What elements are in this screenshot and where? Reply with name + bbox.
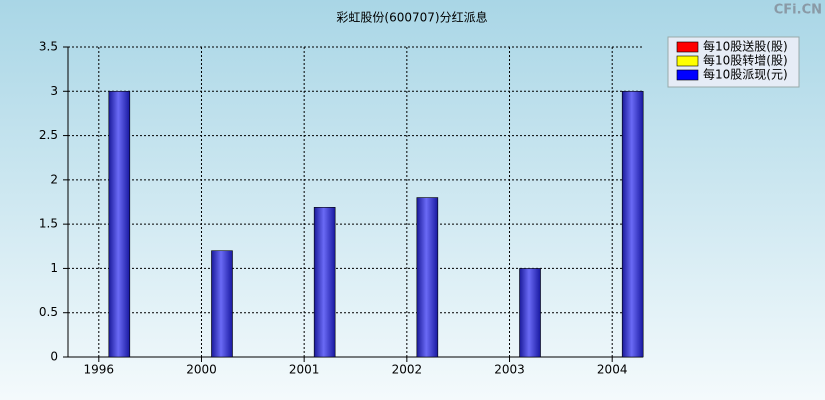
x-tick-label: 2001 bbox=[289, 363, 320, 377]
legend-label: 每10股转增(股) bbox=[703, 53, 788, 68]
y-tick-label: 0.5 bbox=[39, 305, 58, 319]
legend-label: 每10股送股(股) bbox=[703, 39, 788, 54]
chart-title: 彩虹股份(600707)分红派息 bbox=[336, 10, 487, 25]
x-tick-label: 2002 bbox=[392, 363, 423, 377]
bar bbox=[519, 268, 541, 358]
legend-swatch bbox=[676, 41, 699, 53]
x-tick-label: 2000 bbox=[186, 363, 217, 377]
y-tick-label: 3.5 bbox=[39, 40, 58, 54]
bar bbox=[416, 197, 439, 358]
y-tick-label: 1 bbox=[50, 261, 58, 275]
y-tick-label: 3 bbox=[50, 84, 58, 98]
bar bbox=[621, 90, 644, 358]
x-tick-label: 1996 bbox=[84, 363, 115, 377]
y-tick-label: 1.5 bbox=[39, 217, 58, 231]
y-tick-label: 2.5 bbox=[39, 128, 58, 142]
bar bbox=[211, 250, 233, 358]
legend-swatch bbox=[676, 69, 699, 81]
y-tick-label: 2 bbox=[50, 172, 58, 186]
x-tick-label: 2003 bbox=[494, 363, 525, 377]
legend-swatch bbox=[676, 55, 699, 67]
x-tick-label: 2004 bbox=[597, 363, 628, 377]
y-tick-label: 0 bbox=[50, 350, 58, 364]
bar bbox=[313, 207, 336, 358]
bar bbox=[108, 90, 131, 358]
legend-label: 每10股派现(元) bbox=[703, 67, 788, 82]
watermark: CFi.CN bbox=[774, 3, 822, 18]
